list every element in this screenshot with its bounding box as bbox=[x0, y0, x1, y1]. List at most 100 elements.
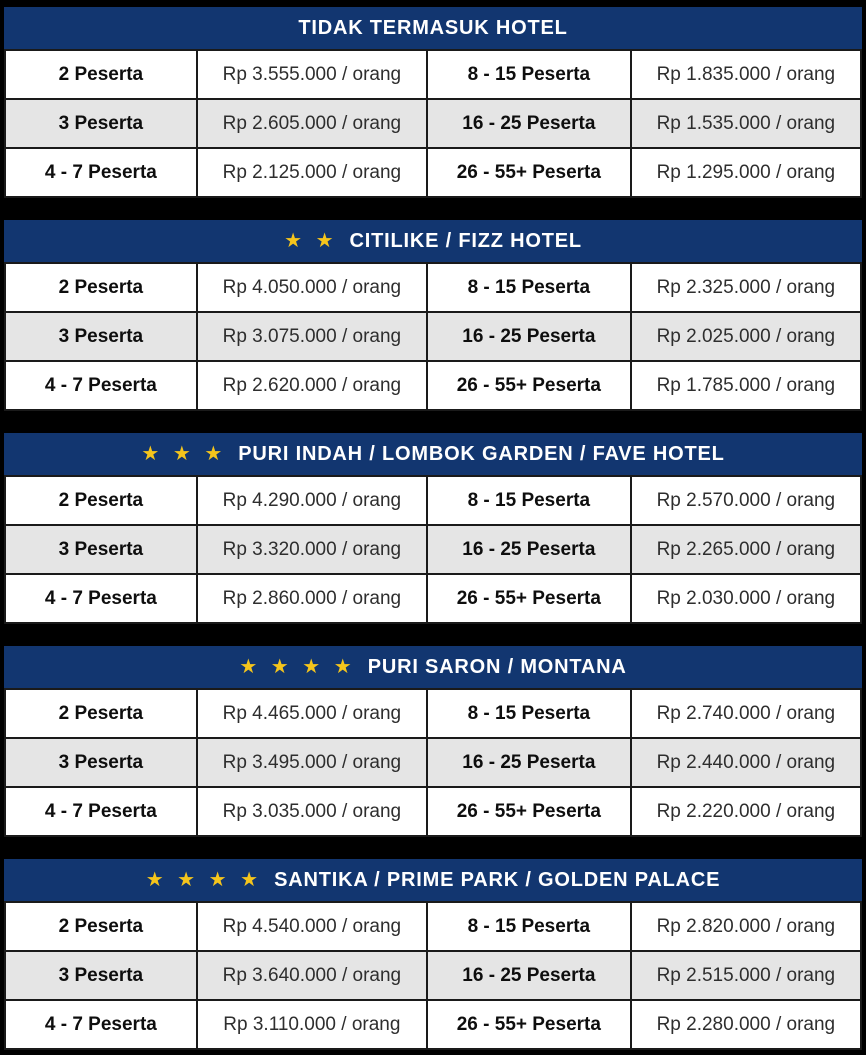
price-table: 2 Peserta Rp 4.465.000 / orang 8 - 15 Pe… bbox=[4, 688, 863, 837]
participant-cell: 3 Peserta bbox=[4, 737, 198, 788]
price-cell: Rp 3.495.000 / orang bbox=[195, 737, 428, 788]
table-row: 4 - 7 Peserta Rp 3.110.000 / orang 26 - … bbox=[4, 999, 863, 1050]
price-table: 2 Peserta Rp 4.050.000 / orang 8 - 15 Pe… bbox=[4, 262, 863, 411]
star-rating-icon: ★ ★ ★ ★ bbox=[239, 656, 356, 678]
price-cell: Rp 2.125.000 / orang bbox=[195, 147, 428, 198]
participant-cell: 8 - 15 Peserta bbox=[425, 901, 632, 952]
price-cell: Rp 3.555.000 / orang bbox=[195, 49, 428, 100]
section-header: ★ ★ CITILIKE / FIZZ HOTEL bbox=[4, 220, 862, 262]
price-cell: Rp 2.620.000 / orang bbox=[195, 360, 428, 411]
price-cell: Rp 3.110.000 / orang bbox=[195, 999, 428, 1050]
table-row: 2 Peserta Rp 4.050.000 / orang 8 - 15 Pe… bbox=[4, 262, 863, 313]
price-cell: Rp 4.050.000 / orang bbox=[195, 262, 428, 313]
price-cell: Rp 3.035.000 / orang bbox=[195, 786, 428, 837]
price-cell: Rp 2.265.000 / orang bbox=[629, 524, 863, 575]
table-row: 2 Peserta Rp 4.290.000 / orang 8 - 15 Pe… bbox=[4, 475, 863, 526]
participant-cell: 16 - 25 Peserta bbox=[425, 311, 632, 362]
section-header: TIDAK TERMASUK HOTEL bbox=[4, 7, 862, 49]
section-title: PURI SARON / MONTANA bbox=[367, 656, 627, 678]
participant-cell: 4 - 7 Peserta bbox=[4, 147, 198, 198]
star-rating-icon: ★ ★ ★ ★ bbox=[145, 869, 263, 891]
section-citilike-fizz: ★ ★ CITILIKE / FIZZ HOTEL 2 Peserta Rp 4… bbox=[4, 220, 863, 411]
table-row: 3 Peserta Rp 3.320.000 / orang 16 - 25 P… bbox=[4, 524, 863, 575]
section-title: SANTIKA / PRIME PARK / GOLDEN PALACE bbox=[274, 869, 721, 891]
section-puri-indah: ★ ★ ★ PURI INDAH / LOMBOK GARDEN / FAVE … bbox=[4, 433, 863, 624]
participant-cell: 2 Peserta bbox=[4, 901, 198, 952]
participant-cell: 4 - 7 Peserta bbox=[4, 360, 198, 411]
participant-cell: 16 - 25 Peserta bbox=[425, 737, 632, 788]
price-cell: Rp 3.075.000 / orang bbox=[195, 311, 428, 362]
participant-cell: 26 - 55+ Peserta bbox=[425, 999, 632, 1050]
price-cell: Rp 2.280.000 / orang bbox=[629, 999, 863, 1050]
table-row: 3 Peserta Rp 3.640.000 / orang 16 - 25 P… bbox=[4, 950, 863, 1001]
price-cell: Rp 3.320.000 / orang bbox=[195, 524, 428, 575]
table-row: 4 - 7 Peserta Rp 2.125.000 / orang 26 - … bbox=[4, 147, 863, 198]
section-header: ★ ★ ★ PURI INDAH / LOMBOK GARDEN / FAVE … bbox=[4, 433, 862, 475]
participant-cell: 8 - 15 Peserta bbox=[425, 262, 632, 313]
price-cell: Rp 2.030.000 / orang bbox=[629, 573, 863, 624]
table-row: 4 - 7 Peserta Rp 2.860.000 / orang 26 - … bbox=[4, 573, 863, 624]
price-table: 2 Peserta Rp 4.540.000 / orang 8 - 15 Pe… bbox=[4, 901, 863, 1050]
price-cell: Rp 2.605.000 / orang bbox=[195, 98, 428, 149]
table-row: 2 Peserta Rp 4.465.000 / orang 8 - 15 Pe… bbox=[4, 688, 863, 739]
participant-cell: 8 - 15 Peserta bbox=[425, 49, 632, 100]
participant-cell: 26 - 55+ Peserta bbox=[425, 147, 632, 198]
price-table: 2 Peserta Rp 4.290.000 / orang 8 - 15 Pe… bbox=[4, 475, 863, 624]
participant-cell: 3 Peserta bbox=[4, 950, 198, 1001]
star-rating-icon: ★ ★ ★ bbox=[141, 443, 227, 465]
table-row: 2 Peserta Rp 4.540.000 / orang 8 - 15 Pe… bbox=[4, 901, 863, 952]
section-header: ★ ★ ★ ★ SANTIKA / PRIME PARK / GOLDEN PA… bbox=[4, 859, 862, 901]
price-cell: Rp 4.465.000 / orang bbox=[195, 688, 428, 739]
price-table: 2 Peserta Rp 3.555.000 / orang 8 - 15 Pe… bbox=[4, 49, 863, 198]
participant-cell: 3 Peserta bbox=[4, 311, 198, 362]
participant-cell: 8 - 15 Peserta bbox=[425, 475, 632, 526]
table-row: 2 Peserta Rp 3.555.000 / orang 8 - 15 Pe… bbox=[4, 49, 863, 100]
price-cell: Rp 2.740.000 / orang bbox=[629, 688, 863, 739]
price-cell: Rp 1.835.000 / orang bbox=[629, 49, 863, 100]
participant-cell: 2 Peserta bbox=[4, 688, 198, 739]
section-title: TIDAK TERMASUK HOTEL bbox=[298, 17, 568, 39]
price-cell: Rp 2.860.000 / orang bbox=[195, 573, 428, 624]
price-cell: Rp 2.025.000 / orang bbox=[629, 311, 863, 362]
participant-cell: 3 Peserta bbox=[4, 524, 198, 575]
participant-cell: 2 Peserta bbox=[4, 475, 198, 526]
price-cell: Rp 1.785.000 / orang bbox=[629, 360, 863, 411]
table-row: 3 Peserta Rp 3.075.000 / orang 16 - 25 P… bbox=[4, 311, 863, 362]
participant-cell: 4 - 7 Peserta bbox=[4, 999, 198, 1050]
participant-cell: 3 Peserta bbox=[4, 98, 198, 149]
price-cell: Rp 3.640.000 / orang bbox=[195, 950, 428, 1001]
price-cell: Rp 1.295.000 / orang bbox=[629, 147, 863, 198]
participant-cell: 26 - 55+ Peserta bbox=[425, 786, 632, 837]
participant-cell: 2 Peserta bbox=[4, 49, 198, 100]
star-rating-icon: ★ ★ bbox=[284, 230, 338, 252]
section-title: PURI INDAH / LOMBOK GARDEN / FAVE HOTEL bbox=[238, 443, 725, 465]
price-cell: Rp 4.540.000 / orang bbox=[195, 901, 428, 952]
price-cell: Rp 2.325.000 / orang bbox=[629, 262, 863, 313]
participant-cell: 16 - 25 Peserta bbox=[425, 950, 632, 1001]
section-no-hotel: TIDAK TERMASUK HOTEL 2 Peserta Rp 3.555.… bbox=[4, 7, 863, 198]
participant-cell: 26 - 55+ Peserta bbox=[425, 573, 632, 624]
price-cell: Rp 1.535.000 / orang bbox=[629, 98, 863, 149]
participant-cell: 16 - 25 Peserta bbox=[425, 98, 632, 149]
price-cell: Rp 2.820.000 / orang bbox=[629, 901, 863, 952]
section-puri-saron: ★ ★ ★ ★ PURI SARON / MONTANA 2 Peserta R… bbox=[4, 646, 863, 837]
participant-cell: 4 - 7 Peserta bbox=[4, 786, 198, 837]
table-row: 4 - 7 Peserta Rp 2.620.000 / orang 26 - … bbox=[4, 360, 863, 411]
table-row: 3 Peserta Rp 3.495.000 / orang 16 - 25 P… bbox=[4, 737, 863, 788]
price-cell: Rp 4.290.000 / orang bbox=[195, 475, 428, 526]
participant-cell: 16 - 25 Peserta bbox=[425, 524, 632, 575]
table-row: 3 Peserta Rp 2.605.000 / orang 16 - 25 P… bbox=[4, 98, 863, 149]
section-title: CITILIKE / FIZZ HOTEL bbox=[349, 230, 582, 252]
price-cell: Rp 2.515.000 / orang bbox=[629, 950, 863, 1001]
participant-cell: 8 - 15 Peserta bbox=[425, 688, 632, 739]
section-header: ★ ★ ★ ★ PURI SARON / MONTANA bbox=[4, 646, 862, 688]
table-row: 4 - 7 Peserta Rp 3.035.000 / orang 26 - … bbox=[4, 786, 863, 837]
participant-cell: 2 Peserta bbox=[4, 262, 198, 313]
participant-cell: 4 - 7 Peserta bbox=[4, 573, 198, 624]
section-santika: ★ ★ ★ ★ SANTIKA / PRIME PARK / GOLDEN PA… bbox=[4, 859, 863, 1050]
participant-cell: 26 - 55+ Peserta bbox=[425, 360, 632, 411]
price-cell: Rp 2.220.000 / orang bbox=[629, 786, 863, 837]
price-cell: Rp 2.440.000 / orang bbox=[629, 737, 863, 788]
price-cell: Rp 2.570.000 / orang bbox=[629, 475, 863, 526]
